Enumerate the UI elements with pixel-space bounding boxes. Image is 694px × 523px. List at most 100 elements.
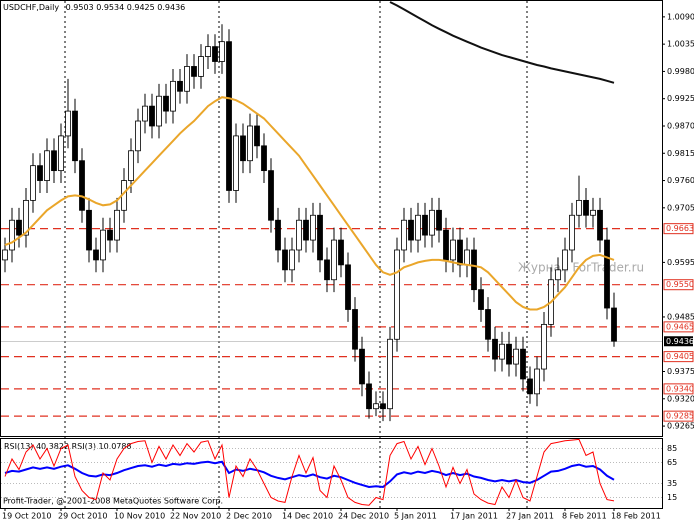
candle-body	[387, 338, 393, 410]
candle-body	[177, 80, 183, 92]
candle-body	[555, 269, 561, 281]
candle-body	[93, 249, 99, 261]
watermark: Журнал ForTrader.ru	[518, 261, 644, 275]
rsi-name: RSI(3)	[72, 442, 96, 451]
copyright: Profit-Trader, @ 2001-2008 MetaQuotes So…	[3, 497, 223, 506]
candle-body	[16, 219, 22, 236]
candle-body	[499, 343, 505, 360]
y-tick-label: 0.9925	[667, 94, 694, 103]
rsi-tick-label: 65	[667, 458, 677, 467]
x-tick-label: 5 Jan 2011	[394, 512, 437, 521]
level-label: 0.9340	[666, 384, 694, 393]
level-label: 0.9465	[666, 322, 694, 331]
candle-body	[513, 348, 519, 365]
level-label-box	[663, 410, 694, 422]
candle-body	[415, 214, 421, 241]
candle-body	[205, 46, 211, 57]
candle-body	[282, 249, 288, 271]
candle-body	[324, 259, 330, 281]
x-tick-label: 10 Nov 2010	[114, 512, 165, 521]
level-label: 0.9405	[666, 352, 694, 361]
candle-body	[436, 209, 442, 231]
candle-body	[492, 338, 498, 360]
candle-body	[184, 66, 190, 92]
level-label-box	[663, 279, 694, 291]
candle-body	[226, 41, 232, 191]
candle-body	[37, 165, 43, 181]
y-tick-label: 0.9375	[667, 367, 694, 376]
level-label-box	[663, 383, 694, 395]
candle-body	[100, 229, 106, 261]
last-high: 0.9534	[96, 3, 124, 12]
rsi-tick-label: 15	[667, 493, 677, 502]
last-low: 0.9425	[127, 3, 155, 12]
last-close: 0.9436	[157, 3, 185, 12]
y-tick-label: 0.9870	[667, 121, 694, 130]
chart-title: USDCHF,Daily 0.9503 0.9534 0.9425 0.9436	[3, 3, 185, 12]
candle-body	[331, 239, 337, 281]
x-tick-label: 29 Oct 2010	[58, 512, 107, 521]
candle-body	[310, 214, 316, 241]
candle-body	[590, 209, 596, 216]
price-panel	[0, 0, 663, 437]
candle-body	[254, 125, 260, 147]
y-tick-label: 0.9980	[667, 67, 694, 76]
candle-body	[464, 249, 470, 266]
candle-body	[44, 150, 50, 181]
candle-body	[373, 403, 379, 410]
candle-body	[2, 249, 8, 261]
candle-body	[247, 125, 253, 162]
x-tick-label: 14 Dec 2010	[282, 512, 333, 521]
x-tick-label: 22 Nov 2010	[170, 512, 221, 521]
candle-body	[240, 135, 246, 162]
candle-body	[345, 264, 351, 310]
candle-body	[191, 66, 197, 77]
candle-body	[170, 80, 176, 112]
rsi-name: RSI(13)	[4, 442, 33, 451]
rsi-line	[4, 438, 615, 506]
candle-body	[79, 160, 85, 211]
candle-body	[86, 209, 92, 251]
candle-body	[443, 229, 449, 261]
candle-body	[9, 219, 15, 251]
candle-body	[275, 219, 281, 251]
candle-body	[72, 110, 78, 162]
y-tick-label: 1.0090	[667, 12, 694, 21]
rsi-line	[4, 460, 615, 489]
candle-body	[520, 348, 526, 380]
candle-body	[233, 135, 239, 191]
candle-body	[562, 249, 568, 271]
y-tick-label: 0.9815	[667, 149, 694, 158]
candle-body	[597, 209, 603, 241]
candle-body	[478, 289, 484, 310]
level-label: 0.9663	[666, 224, 694, 233]
candle-body	[352, 309, 358, 350]
candle-body	[408, 219, 414, 241]
candle-body	[51, 150, 57, 172]
x-tick-label: 18 Feb 2011	[611, 512, 661, 521]
candle-body	[401, 219, 407, 251]
y-tick-label: 0.9265	[667, 422, 694, 431]
last-price-label: 0.9436	[666, 337, 694, 346]
candle-body	[156, 95, 162, 127]
candle-body	[471, 249, 477, 291]
candle-body	[142, 105, 148, 122]
candle-body	[65, 110, 71, 137]
last-price-box	[664, 336, 693, 347]
candle-body	[359, 348, 365, 385]
rsi-tick-label: 35	[667, 479, 677, 488]
candle-body	[485, 309, 491, 340]
candle-body	[534, 368, 540, 395]
moving-average	[4, 96, 615, 311]
y-tick-label: 0.9705	[667, 203, 694, 212]
candle-body	[296, 219, 302, 251]
moving-average	[389, 1, 615, 84]
candle-body	[422, 214, 428, 236]
level-label: 0.9285	[666, 412, 694, 421]
y-tick-label: 0.9485	[667, 312, 694, 321]
candle-body	[338, 239, 344, 266]
last-open: 0.9503	[66, 3, 94, 12]
y-tick-label: 1.0035	[667, 40, 694, 49]
y-tick-label: 0.9760	[667, 176, 694, 185]
